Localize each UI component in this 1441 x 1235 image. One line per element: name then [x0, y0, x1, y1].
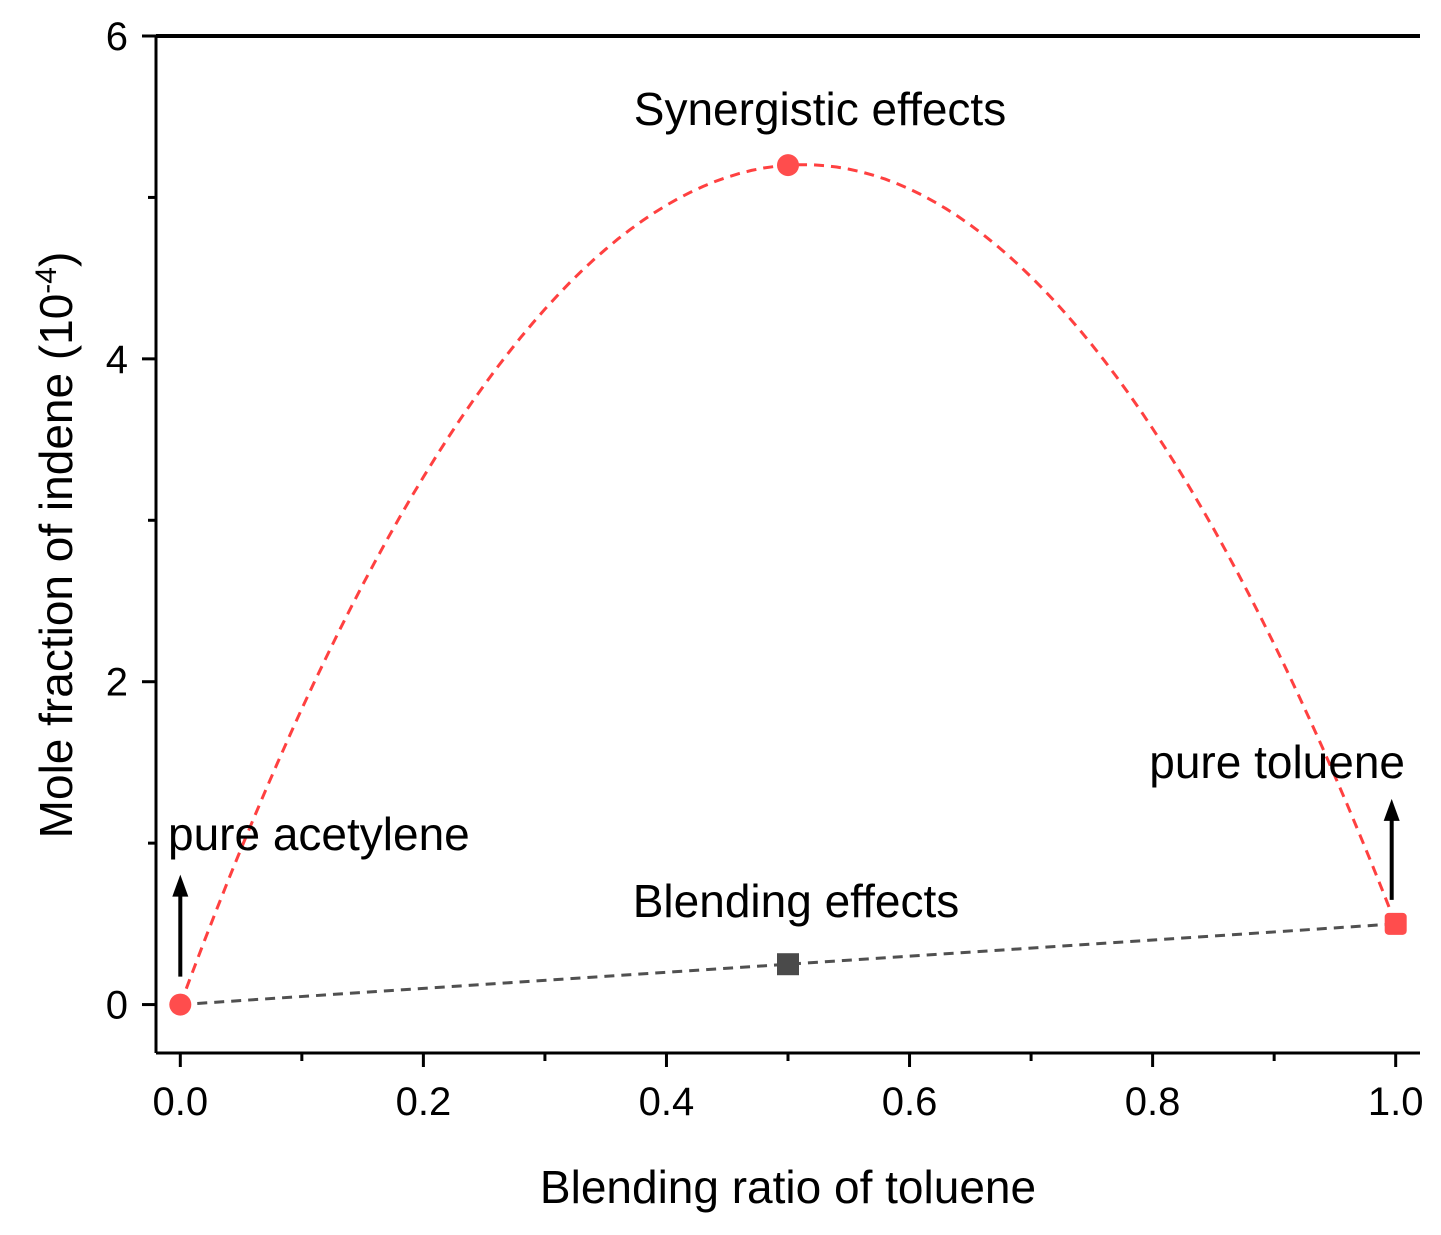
- blending-point: [777, 953, 799, 976]
- y-tick-label: 2: [106, 661, 128, 705]
- pure-acetylene-arrow-head: [172, 874, 189, 897]
- y-axis-title: Mole fraction of indene (10-4): [30, 252, 82, 839]
- plot-layer: [169, 154, 1407, 1016]
- pure-acetylene-label: pure acetylene: [168, 808, 470, 860]
- x-tick-label: 0.6: [882, 1080, 938, 1124]
- x-tick-label: 0.8: [1125, 1080, 1181, 1124]
- axis-layer: 0.0 0.2 0.4 0.6 0.8 1.0 0 2 4 6: [106, 15, 1424, 1124]
- pure-acetylene-point: [169, 993, 192, 1016]
- pure-toluene-arrow-head: [1383, 798, 1400, 821]
- x-tick-label: 0.4: [639, 1080, 695, 1124]
- y-axis-title-close: ): [30, 252, 82, 267]
- x-tick-label: 0.2: [396, 1080, 452, 1124]
- x-tick-label: 0.0: [153, 1080, 209, 1124]
- pure-toluene-label: pure toluene: [1149, 736, 1405, 788]
- y-axis-title-exponent: -4: [30, 267, 63, 294]
- y-tick-label: 6: [106, 15, 128, 59]
- pure-toluene-point: [1384, 912, 1407, 935]
- y-axis-title-main: Mole fraction of indene (10: [30, 294, 82, 839]
- synergistic-effects-label: Synergistic effects: [634, 83, 1006, 135]
- x-tick-label: 1.0: [1368, 1080, 1424, 1124]
- y-tick-label: 0: [106, 984, 128, 1028]
- blending-effects-label: Blending effects: [633, 875, 960, 927]
- x-axis-title: Blending ratio of toluene: [540, 1161, 1036, 1213]
- y-tick-label: 4: [106, 338, 128, 382]
- synergistic-peak-point: [777, 154, 799, 177]
